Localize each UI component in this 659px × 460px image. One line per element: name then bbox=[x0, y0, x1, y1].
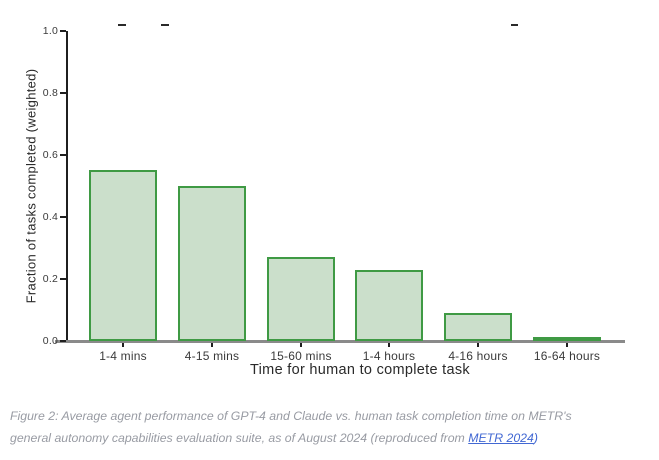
caption-line-2-close: ) bbox=[533, 431, 538, 445]
metr-2024-link[interactable]: METR 2024 bbox=[468, 431, 534, 445]
y-tick-label: 0.6 bbox=[42, 149, 58, 161]
y-tick-label: 0.4 bbox=[42, 211, 58, 223]
clipped-title-fragment bbox=[511, 24, 518, 26]
clipped-title-fragment bbox=[118, 24, 126, 26]
x-tick-label: 4-16 hours bbox=[448, 349, 508, 363]
plot-area bbox=[67, 31, 625, 341]
caption-line-2: general autonomy capabilities evaluation… bbox=[10, 427, 650, 449]
bar-1-4-hours bbox=[355, 270, 423, 341]
x-tick-label: 15-60 mins bbox=[270, 349, 332, 363]
bar-1-4-mins bbox=[89, 170, 157, 341]
x-tick bbox=[566, 343, 568, 347]
x-tick bbox=[300, 343, 302, 347]
figure-caption: Figure 2: Average agent performance of G… bbox=[10, 405, 650, 449]
y-tick bbox=[60, 154, 66, 156]
caption-line-2-text: general autonomy capabilities evaluation… bbox=[10, 431, 469, 445]
x-tick bbox=[122, 343, 124, 347]
x-tick-label: 1-4 hours bbox=[362, 349, 416, 363]
x-tick-label: 4-15 mins bbox=[184, 349, 240, 363]
caption-line-1: Figure 2: Average agent performance of G… bbox=[10, 409, 572, 423]
x-axis-label: Time for human to complete task bbox=[250, 362, 470, 378]
bar-15-60-mins bbox=[267, 257, 335, 341]
x-axis-line bbox=[55, 340, 625, 343]
x-tick bbox=[477, 343, 479, 347]
clipped-title-fragment bbox=[161, 24, 169, 26]
bar-16-64-hours bbox=[533, 337, 601, 341]
x-tick-label: 16-64 hours bbox=[533, 349, 601, 363]
x-tick bbox=[211, 343, 213, 347]
bar-4-15-mins bbox=[178, 186, 246, 341]
y-tick bbox=[60, 278, 66, 280]
bar-4-16-hours bbox=[444, 313, 512, 341]
y-tick-label: 0.0 bbox=[42, 335, 58, 347]
x-tick-label: 1-4 mins bbox=[99, 349, 147, 363]
y-tick bbox=[60, 92, 66, 94]
y-axis-label: Fraction of tasks completed (weighted) bbox=[23, 68, 39, 304]
y-tick-label: 1.0 bbox=[42, 25, 58, 37]
y-tick bbox=[60, 216, 66, 218]
y-tick bbox=[60, 340, 66, 342]
y-tick-label: 0.8 bbox=[42, 87, 58, 99]
y-axis-line bbox=[66, 31, 68, 343]
y-tick bbox=[60, 30, 66, 32]
y-tick-label: 0.2 bbox=[42, 273, 58, 285]
x-tick bbox=[388, 343, 390, 347]
